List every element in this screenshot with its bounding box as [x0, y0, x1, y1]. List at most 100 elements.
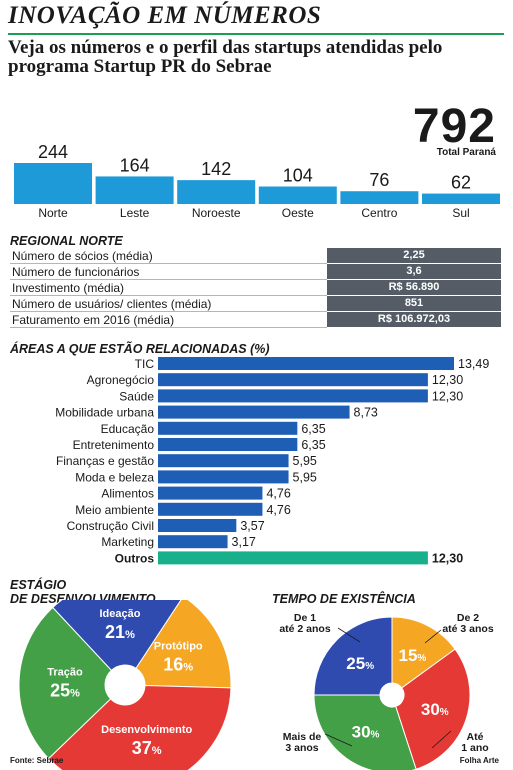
norte-row-divider — [10, 263, 327, 264]
pie-unit-label: % — [125, 629, 135, 641]
pie-slice — [391, 616, 456, 689]
areas-bar-chart: TIC 13,49 Agronegócio 12,30 Saúde 12,30 Mobili… — [55, 357, 489, 565]
area-category-label: Meio ambiente — [75, 503, 154, 517]
pie-slice-label: Desenvolvimento — [101, 724, 192, 736]
pie-slice-label: Ideação — [99, 608, 140, 620]
norte-row-value: 2,25 — [327, 248, 501, 263]
pie-slice-label: Mais de — [283, 731, 322, 743]
pie-leader-line — [431, 730, 452, 749]
regional-norte-heading: REGIONAL NORTE — [10, 234, 123, 248]
norte-row-value: R$ 106.972,03 — [327, 312, 501, 327]
norte-row-label: Investimento (média) — [12, 281, 125, 295]
area-category-label: Marketing — [101, 535, 154, 549]
area-value-label: 4,76 — [266, 487, 290, 501]
area-value-label: 12,30 — [432, 389, 463, 403]
pie-unit-label: % — [371, 729, 380, 740]
area-bar — [158, 373, 428, 387]
area-value-label: 8,73 — [354, 406, 378, 420]
region-bar — [95, 176, 174, 204]
region-bar — [177, 180, 256, 204]
area-category-label: Moda e beleza — [75, 470, 154, 484]
credit-note: Folha Arte — [459, 756, 499, 765]
area-category-label: Saúde — [119, 389, 154, 403]
area-value-label: 4,76 — [266, 503, 290, 517]
area-category-label: Mobilidade urbana — [55, 406, 154, 420]
area-value-label: 12,30 — [432, 373, 463, 387]
pie-unit-label: % — [183, 661, 193, 673]
area-bar — [158, 357, 454, 370]
pie-slice-label: até 3 anos — [442, 623, 494, 635]
area-value-label: 3,17 — [232, 535, 256, 549]
area-category-label: Entretenimento — [73, 438, 155, 452]
region-category-label: Noroeste — [192, 206, 241, 220]
region-value-label: 142 — [201, 159, 231, 179]
area-bar — [158, 454, 289, 468]
pie-slice-label: Tração — [47, 666, 83, 678]
area-category-label: Educação — [101, 422, 155, 436]
area-bar — [158, 470, 289, 484]
pie-unit-label: % — [365, 661, 374, 672]
region-value-label: 76 — [369, 170, 389, 190]
region-bar — [422, 193, 500, 204]
area-category-label: Alimentos — [101, 487, 154, 501]
pie-unit-label: % — [152, 745, 162, 757]
norte-row-value: 851 — [327, 296, 501, 311]
region-category-label: Centro — [361, 206, 397, 220]
source-note: Fonte: Sebrae — [10, 756, 64, 765]
area-bar — [158, 502, 263, 516]
total-label: Total Paraná — [436, 147, 496, 158]
estagio-heading-line-1: ESTÁGIO — [10, 578, 67, 592]
norte-row-label: Número de sócios (média) — [12, 249, 153, 263]
pie-slice-label: De 2 — [457, 612, 479, 624]
regions-bar-chart: 244 Norte 164 Leste 142 Noroeste 104 Oeste 76 Cen… — [14, 142, 500, 220]
norte-row-divider — [10, 279, 327, 280]
region-bar — [14, 163, 92, 204]
norte-row-label: Faturamento em 2016 (média) — [12, 313, 175, 327]
title-divider — [8, 33, 504, 35]
area-category-label: TIC — [135, 357, 155, 371]
pie-slice — [313, 616, 393, 696]
pie-leader-line — [324, 733, 353, 747]
pie-slice — [18, 606, 113, 760]
page-title: INOVAÇÃO EM NÚMEROS — [8, 2, 322, 29]
area-bar — [158, 438, 298, 451]
tempo-heading: TEMPO DE EXISTÊNCIA — [272, 592, 416, 606]
norte-row-label: Número de usuários/ clientes (média) — [12, 297, 212, 311]
area-value-label: 5,95 — [293, 470, 317, 484]
region-bar — [340, 191, 419, 204]
pie-slice-label: De 1 — [294, 612, 316, 624]
norte-row-label: Número de funcionários — [12, 265, 140, 279]
norte-row-divider — [10, 295, 327, 296]
region-category-label: Leste — [120, 206, 150, 220]
area-value-label: 6,35 — [301, 438, 325, 452]
pie-slice — [52, 600, 182, 672]
region-value-label: 244 — [38, 142, 68, 162]
region-category-label: Oeste — [282, 206, 314, 220]
norte-row-divider — [10, 327, 327, 328]
region-value-label: 164 — [120, 155, 150, 175]
pie-slice — [135, 600, 232, 689]
pie-slice-label: 1 ano — [461, 742, 488, 754]
area-bar — [158, 405, 350, 419]
area-category-label: Agronegócio — [87, 373, 155, 387]
areas-heading: ÁREAS A QUE ESTÃO RELACIONADAS (%) — [10, 342, 270, 356]
pie-slice-label: Protótipo — [154, 640, 203, 652]
area-value-label: 6,35 — [301, 422, 325, 436]
estagio-heading: ESTÁGIO DE DESENVOLVIMENTO — [10, 578, 156, 606]
area-value-label: 12,30 — [432, 551, 463, 565]
pie-slice — [313, 694, 417, 770]
pie-leader-line — [337, 627, 361, 643]
pie-charts: Ideação21%Protótipo16%Desenvolvimento37%… — [18, 600, 494, 770]
pie-unit-label: % — [417, 653, 426, 664]
area-value-label: 13,49 — [458, 357, 489, 371]
pie-slice — [47, 685, 232, 770]
area-category-label: Finanças e gestão — [56, 454, 154, 468]
page-subtitle: Veja os números e o perfil das startups … — [8, 37, 443, 77]
area-value-label: 5,95 — [293, 454, 317, 468]
area-bar — [158, 519, 237, 532]
area-bar — [158, 551, 428, 565]
area-bar — [158, 486, 263, 500]
area-value-label: 3,57 — [240, 519, 264, 533]
pie-leader-line — [424, 629, 442, 644]
total-value: 792 — [412, 100, 496, 153]
